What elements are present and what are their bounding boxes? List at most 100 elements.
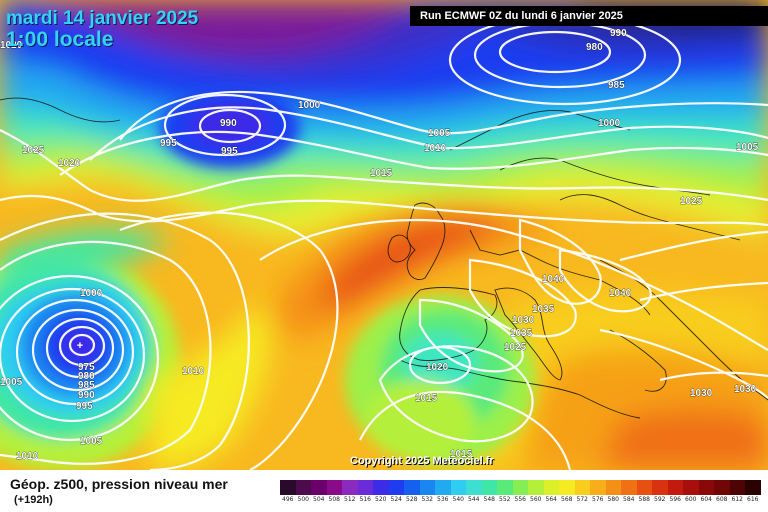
- isobar-label: 990: [610, 28, 627, 39]
- scale-swatch: [667, 480, 683, 495]
- scale-swatch: [683, 480, 699, 495]
- run-info: Run ECMWF 0Z du lundi 6 janvier 2025: [410, 6, 768, 26]
- isobar-labels: 980 985 990 990 995 995 1000 1000 1005 1…: [0, 28, 759, 463]
- isobar-label: 990: [78, 390, 95, 401]
- scale-swatch: [295, 480, 311, 495]
- scale-swatch: [404, 480, 420, 495]
- isobar-label: 1030: [734, 384, 757, 395]
- scale-cell: 528: [404, 480, 420, 506]
- scale-label: 576: [592, 496, 604, 503]
- scale-swatch: [311, 480, 327, 495]
- scale-cell: 568: [559, 480, 575, 506]
- scale-cell: 516: [357, 480, 373, 506]
- scale-label: 612: [731, 496, 743, 503]
- scale-label: 496: [282, 496, 294, 503]
- map-canvas: + 980 985 990 990 995 995 1000 1000 1005…: [0, 0, 768, 470]
- isobar-label: 995: [76, 401, 93, 412]
- isobar-label: 975: [78, 362, 95, 373]
- scale-label: 516: [359, 496, 371, 503]
- copyright: Copyright 2025 Meteociel.fr: [350, 455, 494, 467]
- scale-label: 608: [716, 496, 728, 503]
- isobar-label: 1040: [609, 288, 632, 299]
- scale-swatch: [481, 480, 497, 495]
- isobar-label: 1015: [370, 168, 393, 179]
- isobars: [0, 14, 768, 470]
- scale-label: 520: [375, 496, 387, 503]
- scale-label: 616: [747, 496, 759, 503]
- scale-cell: 572: [574, 480, 590, 506]
- forecast-date: mardi 14 janvier 2025: [6, 8, 199, 29]
- isobar-label: 1030: [690, 388, 713, 399]
- isobar-label: 1015: [450, 449, 473, 460]
- scale-cell: 524: [388, 480, 404, 506]
- isobar-label: 985: [78, 380, 95, 391]
- scale-swatch: [435, 480, 451, 495]
- scale-swatch: [373, 480, 389, 495]
- scale-cell: 564: [543, 480, 559, 506]
- scale-cell: 604: [698, 480, 714, 506]
- scale-cell: 588: [636, 480, 652, 506]
- scale-label: 596: [669, 496, 681, 503]
- scale-swatch: [419, 480, 435, 495]
- geopotential-field: [0, 0, 768, 470]
- scale-cell: 536: [435, 480, 451, 506]
- isobar-label: 1035: [532, 304, 555, 315]
- scale-swatch: [280, 480, 296, 495]
- scale-cell: 548: [481, 480, 497, 506]
- scale-label: 560: [530, 496, 542, 503]
- scale-cell: 616: [745, 480, 761, 506]
- isobar-label: 1010: [424, 143, 447, 154]
- scale-cell: 544: [466, 480, 482, 506]
- scale-label: 588: [638, 496, 650, 503]
- scale-cell: 540: [450, 480, 466, 506]
- scale-swatch: [714, 480, 730, 495]
- scale-swatch: [528, 480, 544, 495]
- scale-label: 512: [344, 496, 356, 503]
- scale-swatch: [512, 480, 528, 495]
- isobar-label: 1035: [510, 328, 533, 339]
- scale-swatch: [745, 480, 761, 495]
- forecast-time: 1:00 locale: [6, 28, 114, 51]
- isobar-label: 1025: [504, 342, 527, 353]
- scale-label: 524: [390, 496, 402, 503]
- isobar-label: 1030: [512, 315, 535, 326]
- scale-cell: 600: [683, 480, 699, 506]
- isobar-label: 1005: [80, 436, 103, 447]
- scale-swatch: [450, 480, 466, 495]
- scale-swatch: [466, 480, 482, 495]
- isobar-label: 1005: [736, 142, 759, 153]
- scale-label: 500: [297, 496, 309, 503]
- forecast-hour: (+192h): [14, 494, 53, 506]
- scale-label: 564: [545, 496, 557, 503]
- isobar-label: 1020: [426, 362, 449, 373]
- scale-label: 536: [437, 496, 449, 503]
- scale-swatch: [559, 480, 575, 495]
- scale-cell: 576: [590, 480, 606, 506]
- isobar-label: 1020: [0, 40, 23, 51]
- isobar-label: 1015: [415, 393, 438, 404]
- scale-label: 504: [313, 496, 325, 503]
- scale-label: 580: [607, 496, 619, 503]
- isobar-label: 990: [220, 118, 237, 129]
- scale-swatch: [729, 480, 745, 495]
- scale-cell: 596: [667, 480, 683, 506]
- scale-cell: 592: [652, 480, 668, 506]
- scale-swatch: [605, 480, 621, 495]
- isobar-label: 1010: [182, 366, 205, 377]
- scale-swatch: [326, 480, 342, 495]
- scale-swatch: [574, 480, 590, 495]
- map-title: mardi 14 janvier 2025 1:00 locale: [6, 8, 198, 50]
- scale-label: 544: [468, 496, 480, 503]
- scale-label: 508: [328, 496, 340, 503]
- scale-label: 592: [654, 496, 666, 503]
- scale-swatch: [698, 480, 714, 495]
- scale-label: 540: [452, 496, 464, 503]
- isobar-label: 1020: [58, 158, 81, 169]
- isobar-label: 1000: [598, 118, 621, 129]
- scale-swatch: [636, 480, 652, 495]
- scale-cell: 560: [528, 480, 544, 506]
- low-pressure-marker: +: [77, 340, 83, 352]
- scale-swatch: [342, 480, 358, 495]
- isobar-label: 1040: [542, 274, 565, 285]
- scale-label: 568: [561, 496, 573, 503]
